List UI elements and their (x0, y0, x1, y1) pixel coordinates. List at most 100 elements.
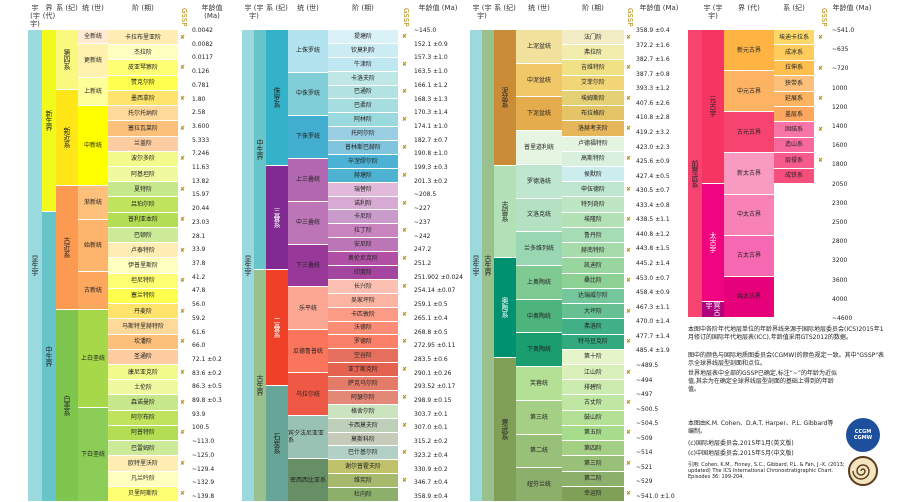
stage-p1-20: 坎潘阶 (108, 334, 178, 350)
stage-p3-23: 排碧阶 (562, 380, 624, 396)
note-paragraph-1: 本图中各阶年代地层单位的年龄界线来源于国际地层委员会(ICS)2015年1月修订… (688, 326, 884, 341)
note-paragraph-3: 世界地层表中全部的GSSP已确定,标注“~”的年龄为近似值,其余为在确定全球界线… (688, 370, 838, 393)
age-p2-27: 298.9 ±0.15 (414, 397, 452, 405)
stage-p1-3: 赞克尔阶 (108, 75, 178, 91)
system-devonian: 泥盆系 (494, 30, 516, 166)
gssp-golden-spike-icon: ✘ (626, 33, 632, 41)
gssp-golden-spike-icon: ✘ (180, 338, 186, 346)
age-p1-20: 56.0 (192, 301, 206, 309)
gssp-golden-spike-icon: ✘ (626, 307, 632, 315)
stage-p2-26: 阿瑟尔阶 (328, 390, 398, 405)
age-p3-4: 393.3 ±1.2 (636, 85, 670, 93)
header-eon: 宇 (宇宇) (30, 4, 40, 28)
stage-p3-5: 布拉格阶 (562, 106, 624, 122)
series-p3-2: 下泥盆统 (516, 97, 562, 132)
stage-p2-24: 亚丁斯克阶 (328, 363, 398, 378)
era-p4-1: 中元古界 (724, 71, 774, 113)
stage-p2-13: 卡尼阶 (328, 210, 398, 225)
stage-p1-17: 塞兰特阶 (108, 288, 178, 305)
ammonite-logo (848, 456, 878, 486)
series-p3-9: 下奥陶统 (516, 333, 562, 368)
age-p3-3: 387.7 ±0.8 (636, 70, 670, 78)
gssp-golden-spike-icon: ✘ (402, 116, 408, 124)
series-p3-13: 纽芬兰统 (516, 468, 562, 502)
gssp-golden-spike-icon: ✘ (180, 429, 186, 437)
stage-p2-7: 托阿尔阶 (328, 127, 398, 142)
stage-p3-21: 第十阶 (562, 349, 624, 365)
age-p2-5: 168.3 ±1.3 (414, 95, 448, 103)
gssp-golden-spike-icon: ✘ (402, 88, 408, 96)
age-p2-10: 199.3 ±0.3 (414, 164, 448, 172)
age-p1-11: 13.82 (192, 177, 210, 185)
stage-p1-9: 阿基坦阶 (108, 167, 178, 183)
stage-p1-13: 巴顿阶 (108, 227, 178, 244)
gssp-golden-spike-icon: ✘ (402, 60, 408, 68)
stage-p1-25: 阿尔布阶 (108, 410, 178, 426)
stage-p1-16: 坦尼特阶 (108, 273, 178, 289)
series-p3-8: 中奥陶统 (516, 299, 562, 334)
system-p4-7: 造山系 (774, 137, 814, 154)
age-p1-7: 3.600 (192, 122, 210, 130)
age-p1-28: 93.9 (192, 410, 206, 418)
stage-p3-7: 卢德福特阶 (562, 136, 624, 152)
gssp-golden-spike-icon: ✘ (626, 246, 632, 254)
note-paragraph-2: 图中的颜色与国际地质图委员会(CGMW)的颜色规定一致。其中"GSSP"表示全球… (688, 352, 885, 367)
gssp-golden-spike-icon: ✘ (818, 126, 824, 134)
age-p2-30: 315.2 ±0.2 (414, 438, 448, 446)
stage-p1-28: 欧特里沃阶 (108, 456, 178, 472)
age-p1-14: 23.03 (192, 218, 210, 226)
gssp-golden-spike-icon: ✘ (180, 155, 186, 163)
age-p1-31: ~125.0 (192, 451, 215, 459)
age-p1-30: ~113.0 (192, 438, 215, 446)
age-p3-18: 458.4 ±0.9 (636, 289, 670, 297)
gssp-golden-spike-icon: ✘ (402, 32, 408, 40)
stage-p2-21: 沃德阶 (328, 321, 398, 336)
age-p4-15: ~4600 (832, 315, 853, 322)
series-p2-2: 下侏罗统 (288, 115, 328, 159)
system-p4-3: 狭带系 (774, 76, 814, 92)
system-triassic: 三叠系 (266, 166, 288, 270)
stage-p2-28: 卡西莫夫阶 (328, 418, 398, 433)
age-p3-27: ~504.5 (636, 420, 659, 428)
age-p1-33: ~132.9 (192, 479, 215, 487)
age-p1-13: 20.44 (192, 205, 210, 213)
era-mesozoic: 中生界 (42, 212, 56, 502)
gssp-golden-spike-icon: ✘ (180, 490, 186, 498)
gssp-golden-spike-icon: ✘ (402, 199, 408, 207)
system-cretaceous: 白垩系 (56, 310, 78, 502)
ammonite-icon (852, 464, 870, 480)
stage-p3-24: 古丈阶 (562, 395, 624, 411)
stage-p2-19: 吴家坪阶 (328, 293, 398, 308)
gssp-golden-spike-icon: ✘ (626, 429, 632, 437)
series-p2-5: 下三叠统 (288, 244, 328, 288)
age-p1-24: 72.1 ±0.2 (192, 355, 222, 363)
age-p4-0: ~541.0 (832, 27, 855, 34)
stage-p1-26: 阿普特阶 (108, 425, 178, 442)
header-system-2: 系 (纪) (266, 4, 288, 12)
stage-p3-25: 鼓山阶 (562, 410, 624, 426)
age-p2-24: 283.5 ±0.6 (414, 355, 448, 363)
series-pleistocene: 更新统 (78, 44, 108, 78)
age-p3-2: 382.7 ±1.6 (636, 56, 670, 64)
stage-p3-27: 第四阶 (562, 441, 624, 457)
stage-p2-6: 阿林阶 (328, 113, 398, 128)
gssp-golden-spike-icon: ✘ (402, 144, 408, 151)
gssp-golden-spike-icon: ✘ (626, 185, 632, 193)
stage-p2-17: 印度阶 (328, 266, 398, 280)
stage-p1-11: 吕珀尔阶 (108, 197, 178, 213)
age-p4-5: 1400 (832, 123, 848, 130)
age-p3-14: 440.8 ±1.2 (636, 230, 670, 238)
stage-p1-21: 圣通阶 (108, 349, 178, 365)
cgmw-logo: CCGM CGMW (846, 418, 880, 452)
stage-p1-14: 卢泰特阶 (108, 243, 178, 259)
stage-p1-8: 波尔多阶 (108, 151, 178, 168)
series-holocene: 全新统 (78, 30, 108, 44)
stage-p2-30: 巴什基尔阶 (328, 446, 398, 461)
age-p1-26: 86.3 ±0.5 (192, 383, 222, 391)
age-p2-17: 251.2 (414, 260, 432, 267)
age-p3-6: 410.8 ±2.8 (636, 114, 670, 122)
system-p4-6: 固结系 (774, 122, 814, 138)
age-p2-16: 247.2 (414, 246, 432, 254)
series-p3-11: 第三统 (516, 400, 562, 435)
age-p3-13: 438.5 ±1.1 (636, 216, 670, 224)
